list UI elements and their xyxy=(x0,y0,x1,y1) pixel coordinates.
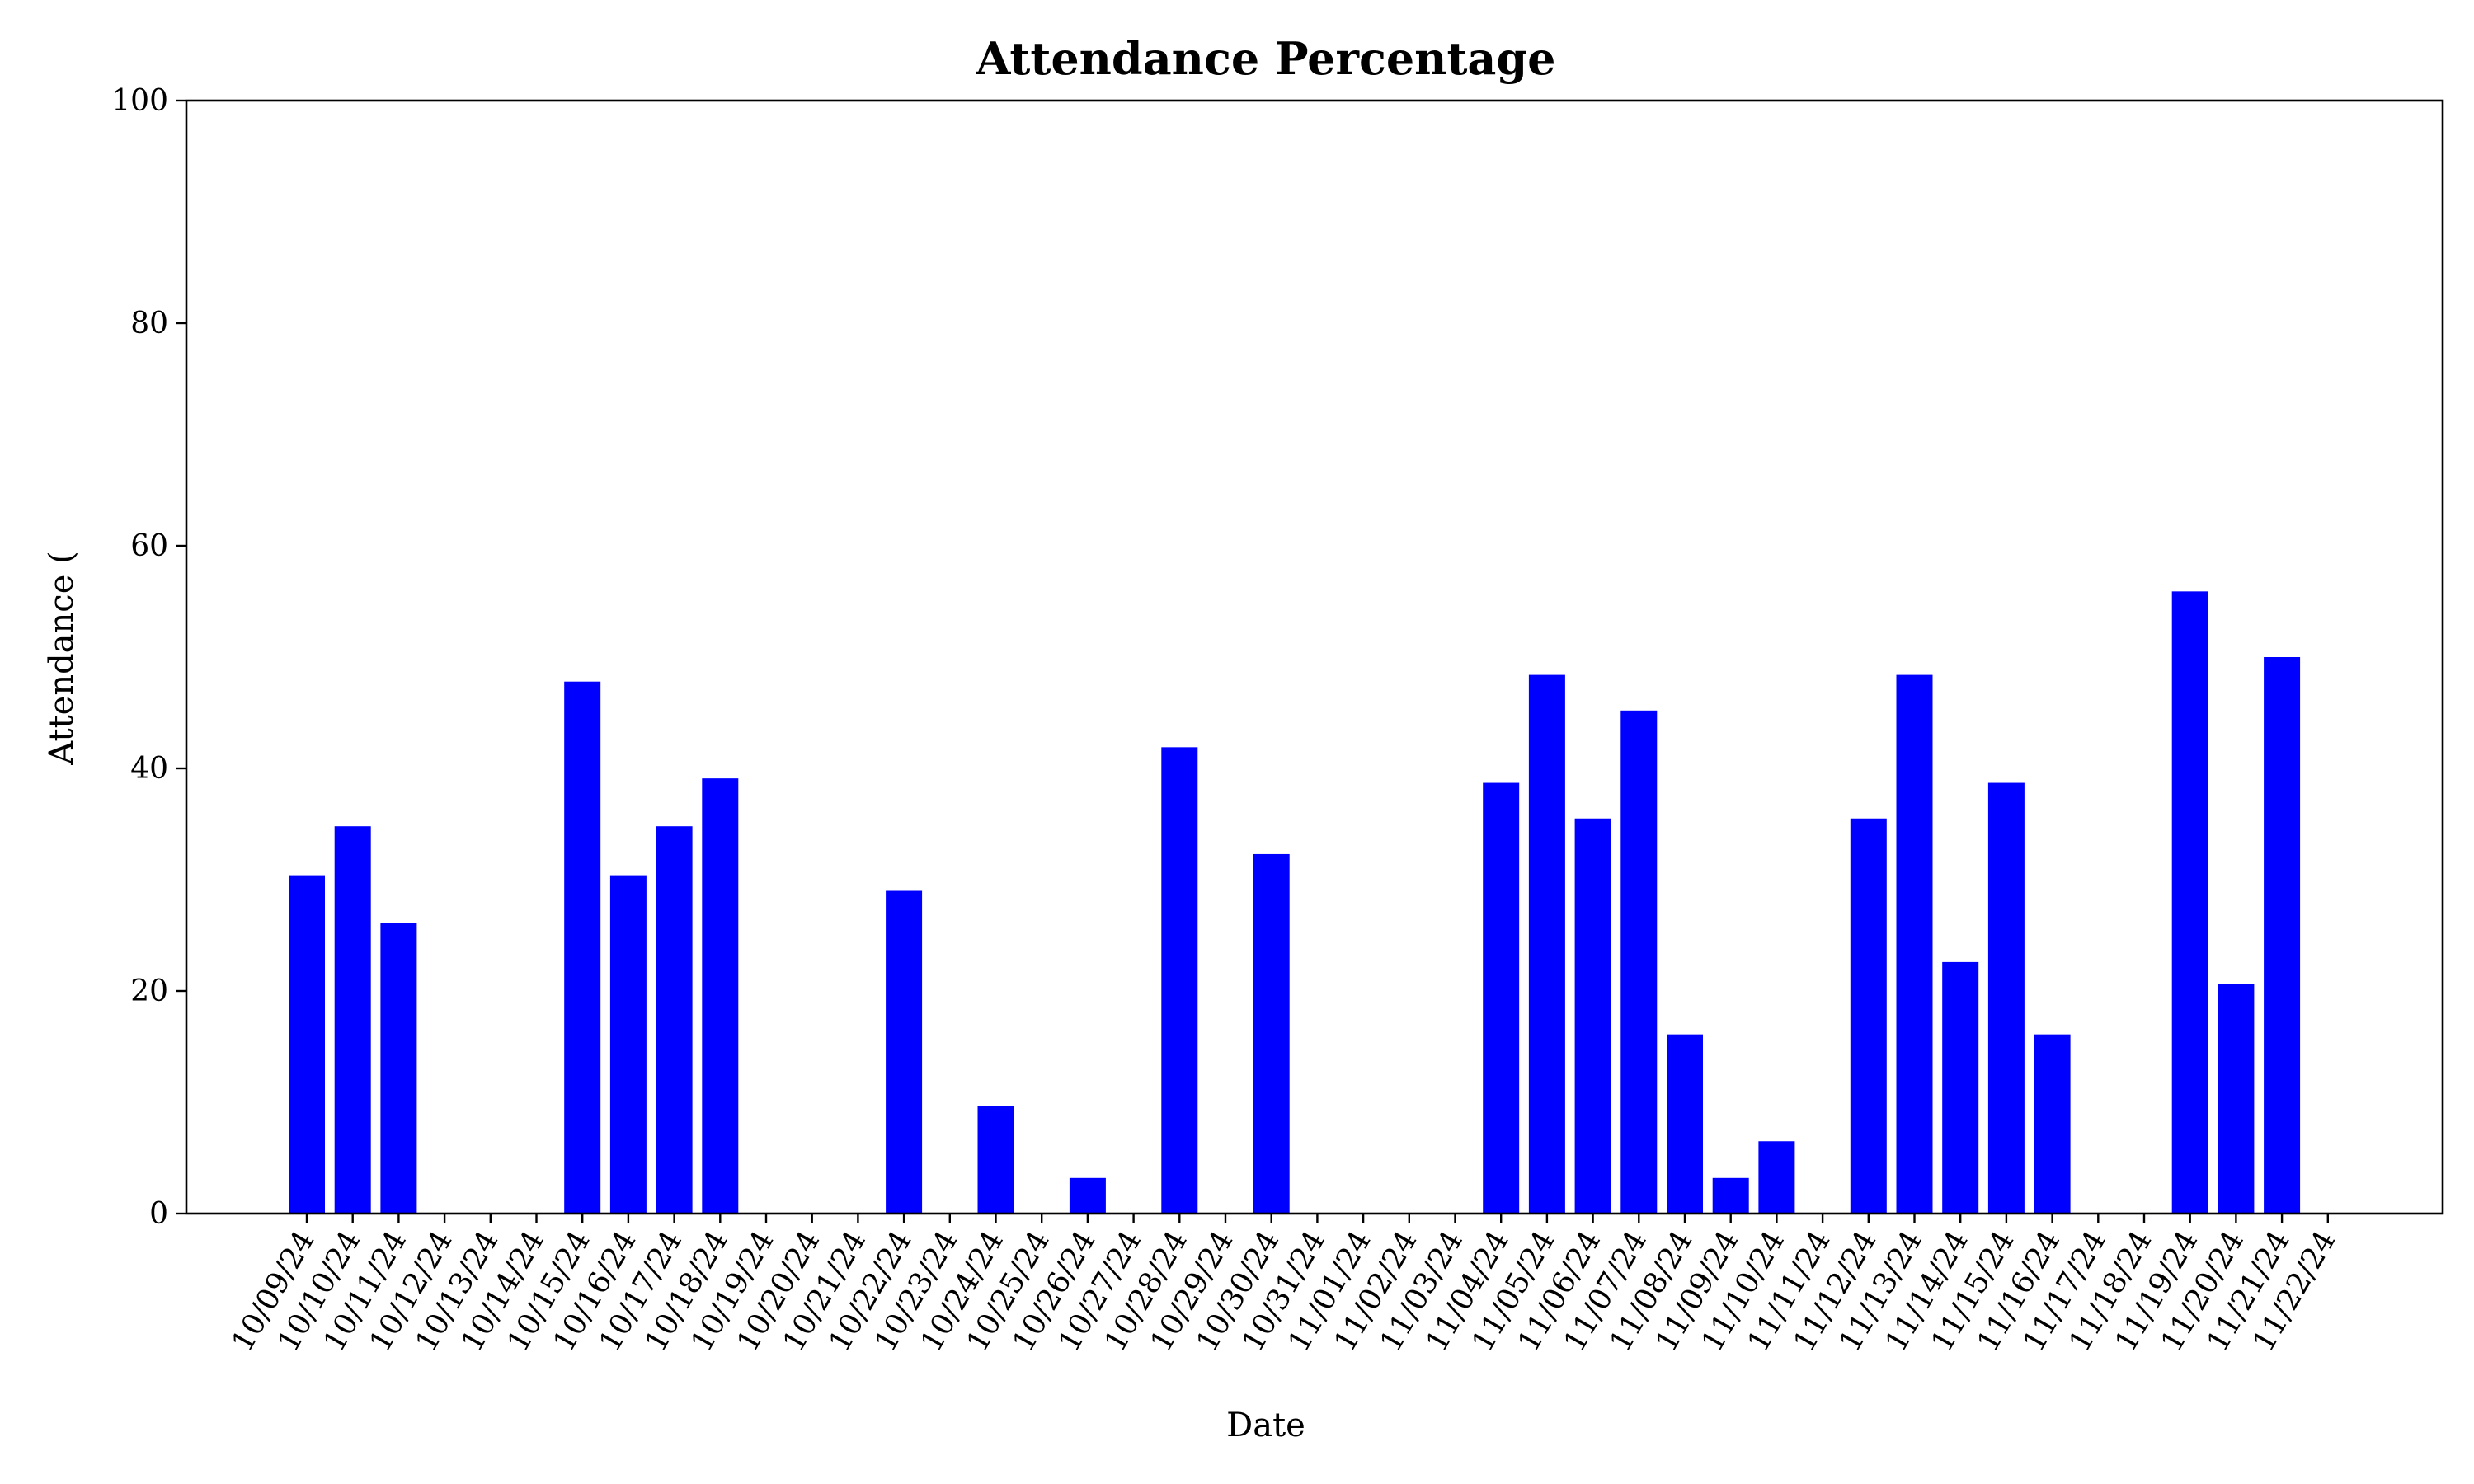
bar-11-06-24 xyxy=(1574,818,1611,1214)
bar-10-11-24 xyxy=(380,923,417,1214)
bars-group xyxy=(289,591,2301,1214)
x-axis-ticks: 10/09/2410/10/2410/11/2410/12/2410/13/24… xyxy=(225,1214,2343,1358)
bar-10-18-24 xyxy=(702,778,739,1214)
y-axis-label: Attendance ( xyxy=(43,551,81,765)
y-tick-label: 60 xyxy=(130,529,168,563)
bar-11-09-24 xyxy=(1712,1177,1749,1214)
y-tick-label: 100 xyxy=(111,84,168,118)
bar-10-30-24 xyxy=(1253,853,1290,1214)
bar-11-14-24 xyxy=(1942,961,1979,1214)
bar-11-16-24 xyxy=(2034,1034,2071,1214)
bar-11-21-24 xyxy=(2264,657,2301,1214)
y-tick-label: 40 xyxy=(130,752,168,786)
bar-11-20-24 xyxy=(2218,984,2255,1214)
bar-10-17-24 xyxy=(656,826,693,1214)
bar-10-26-24 xyxy=(1069,1177,1106,1214)
y-tick-label: 20 xyxy=(130,974,168,1008)
bar-10-15-24 xyxy=(564,681,601,1214)
bar-10-16-24 xyxy=(609,875,647,1214)
plot-frame xyxy=(185,99,2444,1215)
bar-11-13-24 xyxy=(1896,674,1933,1214)
bar-11-07-24 xyxy=(1620,710,1658,1214)
y-tick-label: 0 xyxy=(149,1197,168,1231)
bar-11-08-24 xyxy=(1667,1034,1703,1214)
y-axis-ticks: 0 20 40 60 80 100 xyxy=(111,84,186,1231)
y-tick-label: 80 xyxy=(130,307,168,340)
bar-11-04-24 xyxy=(1483,782,1520,1214)
bar-10-10-24 xyxy=(334,826,371,1214)
bar-10-22-24 xyxy=(886,890,923,1214)
bar-11-12-24 xyxy=(1850,818,1887,1214)
bar-10-28-24 xyxy=(1161,747,1198,1214)
bar-11-15-24 xyxy=(1987,782,2025,1214)
bar-10-09-24 xyxy=(289,875,325,1214)
bar-11-19-24 xyxy=(2171,591,2208,1214)
chart-title: Attendance Percentage xyxy=(975,32,1555,85)
bar-11-05-24 xyxy=(1528,674,1565,1214)
x-axis-label: Date xyxy=(1226,1407,1305,1444)
bar-10-24-24 xyxy=(977,1106,1014,1214)
bar-11-10-24 xyxy=(1758,1141,1795,1214)
